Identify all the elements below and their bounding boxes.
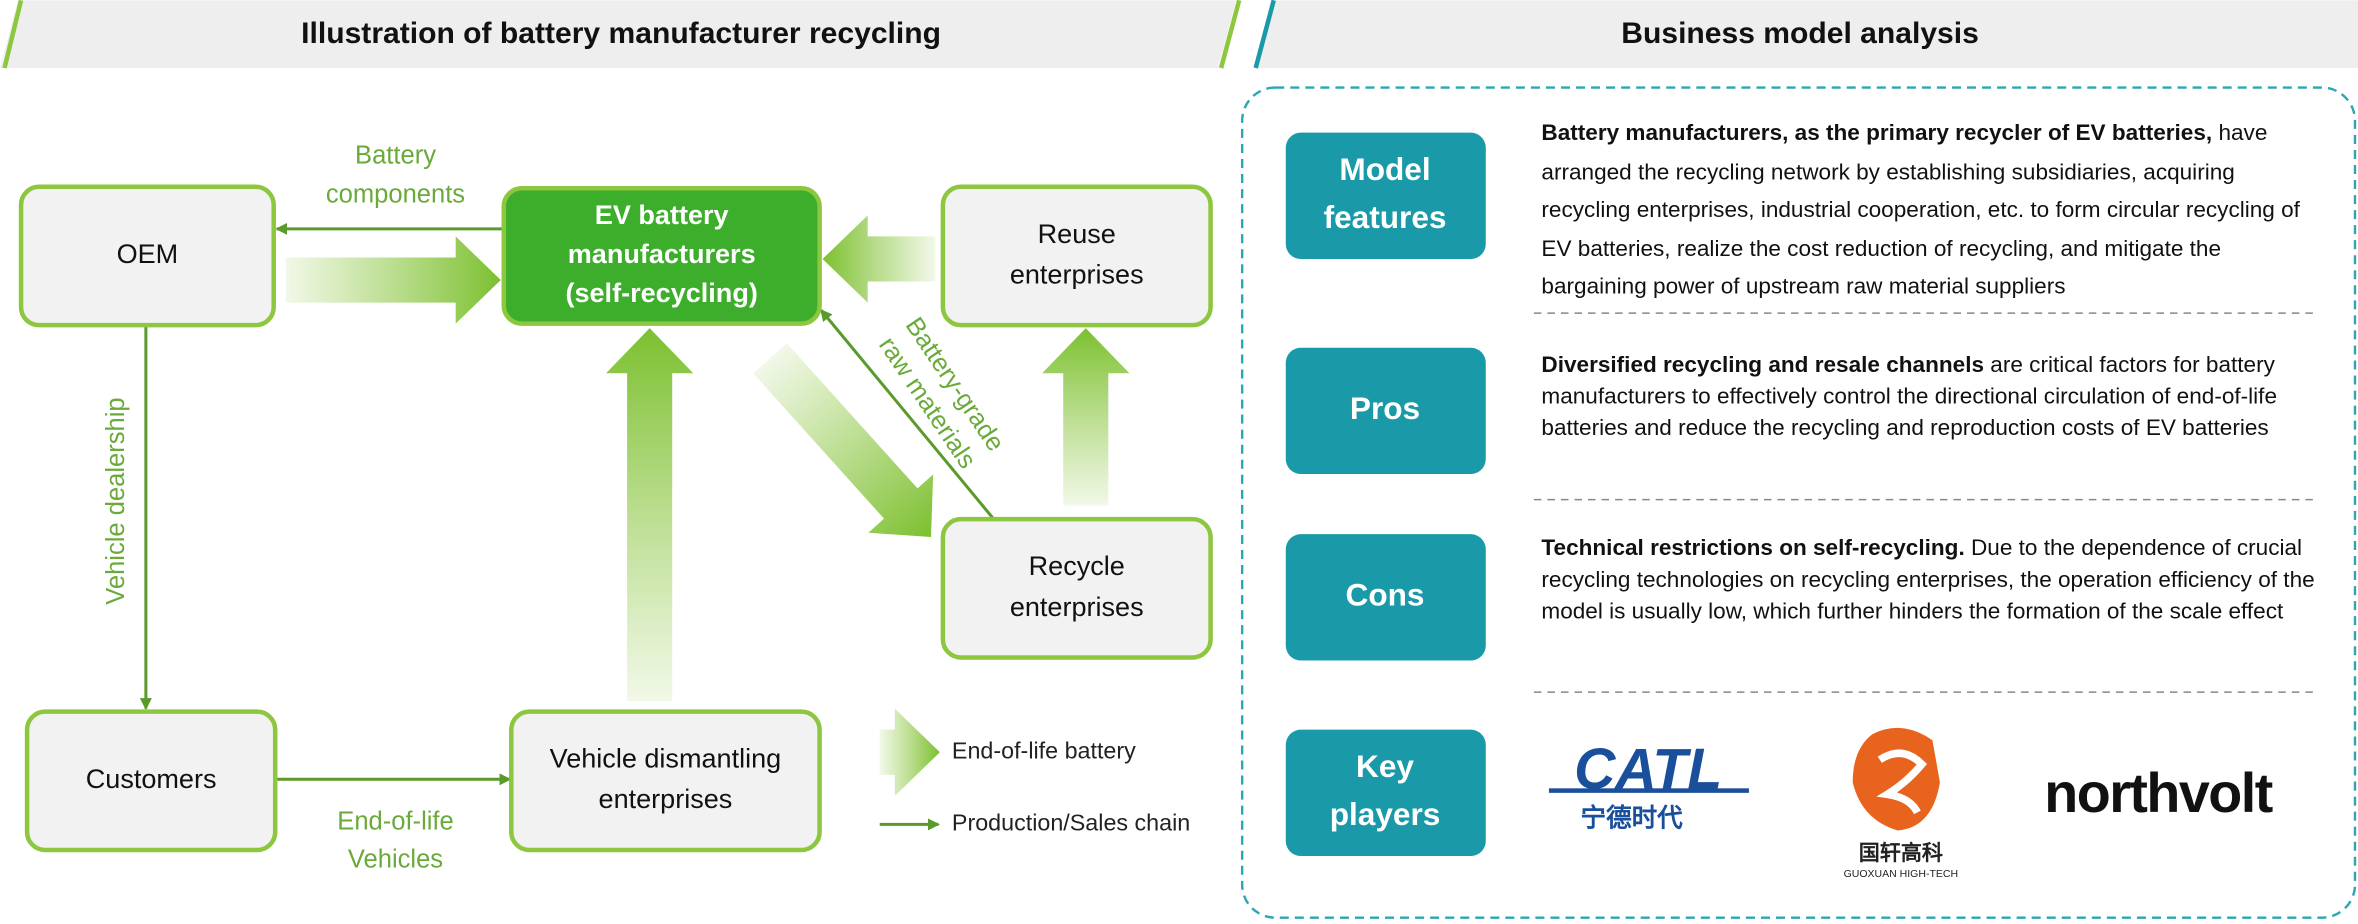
node-label: manufacturers [568, 239, 756, 269]
catl-logo: CATL 宁德时代 [1548, 737, 1749, 833]
edge-label: Battery components [326, 141, 465, 208]
node-box [509, 709, 822, 853]
separators [1533, 312, 2316, 693]
node-label: Recycle [1029, 551, 1125, 581]
edge-label-text: Battery [355, 141, 436, 169]
flow-arrow [879, 708, 940, 796]
node-label: Reuse [1038, 219, 1116, 249]
row-text: Diversified recycling and resale channel… [1541, 349, 2323, 444]
right-title: Business model analysis [1621, 17, 1979, 50]
node-box [940, 516, 1213, 660]
flow-arrow [285, 236, 501, 324]
paragraph: Battery manufacturers, as the primary re… [1541, 115, 2323, 307]
node-box [24, 709, 278, 853]
panel-border [1240, 86, 2357, 919]
edge-label-text: Vehicles [348, 845, 443, 873]
node-label: (self-recycling) [565, 278, 757, 308]
nodes: OEM EV battery manufacturers (self-recyclin… [18, 184, 1213, 853]
node-box [940, 184, 1213, 328]
left-header [0, 0, 1237, 68]
logo-shape [1852, 727, 1940, 831]
paragraph-lead: Technical restrictions on self-recycling… [1541, 535, 1965, 562]
flow-arrows [285, 215, 1130, 796]
logo-shape [1876, 749, 1927, 815]
flow-arrow [606, 328, 694, 702]
row-label: features [1324, 199, 1447, 235]
logo-text: 国轩高科 [1859, 840, 1943, 865]
paragraph-body: Due to the dependence of crucial recycli… [1541, 535, 2315, 625]
logo-text: 宁德时代 [1581, 804, 1684, 833]
flow-arrow [822, 215, 936, 303]
row-text: Technical restrictions on self-recycling… [1541, 533, 2323, 628]
paragraph-lead: Diversified recycling and resale channel… [1541, 352, 1985, 378]
chain-arrows [139, 222, 994, 831]
edge-label: Vehicle dealership [102, 397, 130, 604]
paragraph: Diversified recycling and resale channel… [1541, 349, 2323, 444]
node-label: EV battery [595, 200, 729, 230]
left-title: Illustration of battery manufacturer rec… [301, 17, 941, 50]
header-accent [1218, 0, 1242, 69]
node-label: enterprises [599, 784, 733, 814]
edge-label: End-of-life Vehicles [337, 808, 453, 874]
edge-label-text: End-of-life [337, 808, 453, 836]
flow-arrow [1042, 328, 1130, 506]
node-box [501, 186, 822, 326]
logo-text: GUOXUAN HIGH-TECH [1844, 868, 1959, 880]
row-label: Key [1356, 748, 1414, 784]
legend-label: Production/Sales chain [952, 810, 1190, 836]
legend-label: End-of-life battery [952, 737, 1136, 763]
row-label: Cons [1346, 577, 1425, 613]
paragraph: Technical restrictions on self-recycling… [1541, 533, 2323, 628]
edge-label-text: components [326, 181, 465, 209]
paragraph-lead: Battery manufacturers, as the primary re… [1541, 120, 2213, 147]
guoxuan-logo: 国轩高科 GUOXUAN HIGH-TECH [1844, 727, 1959, 880]
right-header [1254, 0, 2358, 68]
logo-bar [1548, 788, 1749, 793]
node-label: enterprises [1010, 259, 1144, 289]
paragraph-body: have arranged the recycling network by e… [1541, 120, 2300, 300]
node-label: Vehicle dismantling [550, 744, 782, 774]
row-text: Battery manufacturers, as the primary re… [1541, 115, 2323, 307]
node-label: OEM [117, 239, 179, 269]
row-label-box [1285, 347, 1486, 475]
paragraph-body: are critical factors for battery manufac… [1541, 352, 2278, 441]
rows: Model features Battery manufacturers, as t… [1285, 115, 2323, 857]
node-box [18, 184, 276, 328]
row-label-box [1285, 534, 1486, 661]
node-label: enterprises [1010, 592, 1144, 622]
node-label: Customers [86, 764, 217, 794]
header-accent [2, 0, 24, 69]
flow-arrow [753, 343, 934, 538]
row-label-box [1285, 132, 1486, 259]
arrow [819, 308, 994, 519]
northvolt-logo: northvolt [2044, 762, 2272, 824]
row-label: Model [1339, 151, 1430, 187]
header-accent [1253, 0, 1276, 69]
row-label: players [1330, 796, 1441, 832]
row-label-box [1285, 729, 1486, 857]
row-label: Pros [1350, 390, 1420, 426]
edge-label-text: Vehicle dealership [102, 397, 130, 604]
